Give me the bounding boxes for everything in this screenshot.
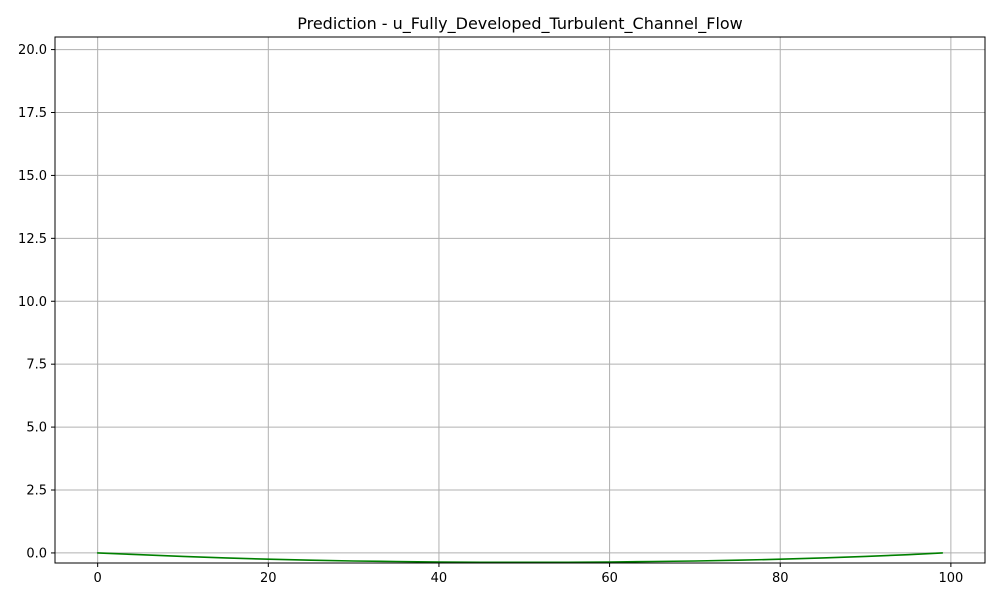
- y-tick-label: 7.5: [26, 358, 47, 373]
- x-tick-label: 0: [94, 571, 102, 586]
- x-tick-label: 60: [601, 571, 618, 586]
- x-tick-label: 100: [938, 571, 963, 586]
- series-layer: [96, 552, 944, 564]
- y-tick-label: 0.0: [26, 546, 47, 561]
- x-tick-label: 40: [431, 571, 448, 586]
- y-tick-label: 20.0: [18, 43, 47, 58]
- series-line: [96, 552, 944, 564]
- y-tick-label: 15.0: [18, 169, 47, 184]
- grid: [55, 37, 985, 563]
- x-tick-label: 20: [260, 571, 277, 586]
- axes-frame: [54, 36, 986, 564]
- y-tick-label: 2.5: [26, 484, 47, 499]
- ticks: 0 20 40 60 80 100 0.0 2.5 5.0 7.5 10.0 12.5 15.0 17.5…: [18, 43, 963, 586]
- y-tick-label: 12.5: [18, 232, 47, 247]
- y-tick-label: 5.0: [26, 421, 47, 436]
- y-tick-label: 10.0: [18, 295, 47, 310]
- x-tick-label: 80: [772, 571, 789, 586]
- chart-title: Prediction - u_Fully_Developed_Turbulent…: [297, 14, 743, 34]
- y-tick-label: 17.5: [18, 106, 47, 121]
